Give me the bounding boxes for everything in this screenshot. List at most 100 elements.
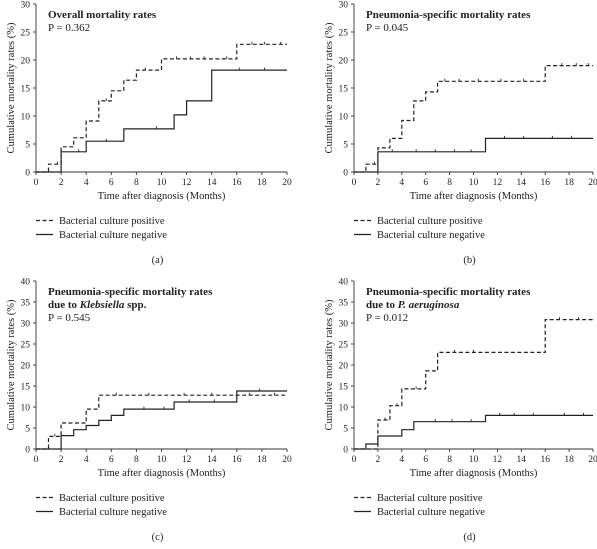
p-value: P = 0.012 (366, 312, 408, 324)
y-axis-title: Cumulative mortality rates (%) (6, 299, 17, 430)
panel-caption: (d) (463, 532, 476, 543)
panel-caption: (a) (152, 255, 164, 266)
x-tick-label: 0 (34, 178, 39, 188)
x-tick-label: 4 (399, 178, 404, 188)
title-text: due to (366, 299, 398, 311)
y-tick-label: 10 (21, 112, 31, 122)
x-tick-label: 12 (182, 178, 192, 188)
x-tick-label: 10 (157, 455, 167, 465)
title-organism: Klebsiella (79, 299, 125, 311)
y-tick-label: 15 (21, 382, 31, 392)
y-tick-label: 25 (339, 340, 349, 350)
y-axis-title: Cumulative mortality rates (%) (324, 22, 335, 153)
y-tick-label: 5 (25, 424, 30, 434)
x-tick-label: 4 (84, 178, 89, 188)
x-tick-label: 20 (588, 178, 597, 188)
y-tick-label: 5 (25, 140, 30, 150)
series-line-positive (354, 65, 593, 173)
y-tick-label: 0 (343, 168, 348, 178)
x-tick-label: 14 (207, 455, 217, 465)
y-tick-label: 15 (339, 84, 349, 94)
x-tick-label: 2 (59, 178, 64, 188)
y-tick-label: 30 (21, 0, 31, 10)
p-value: P = 0.545 (48, 312, 91, 324)
y-axis-title: Cumulative mortality rates (%) (324, 299, 335, 430)
x-tick-label: 8 (134, 178, 139, 188)
x-tick-label: 18 (257, 455, 267, 465)
x-tick-label: 18 (564, 455, 574, 465)
x-tick-label: 8 (447, 455, 452, 465)
y-tick-label: 10 (339, 403, 349, 413)
series-line-negative (36, 390, 287, 450)
legend-label-positive: Bacterial culture positive (377, 216, 483, 227)
y-tick-label: 5 (343, 140, 348, 150)
x-tick-label: 10 (157, 178, 167, 188)
legend-label-negative: Bacterial culture negative (59, 507, 167, 518)
x-tick-label: 4 (84, 455, 89, 465)
y-tick-label: 5 (343, 424, 348, 434)
y-tick-label: 40 (339, 277, 349, 287)
x-tick-label: 8 (447, 178, 452, 188)
panel-caption: (c) (152, 532, 164, 543)
x-tick-label: 14 (517, 178, 527, 188)
series-line-positive (354, 319, 593, 450)
y-axis-title: Cumulative mortality rates (%) (6, 22, 17, 153)
y-tick-label: 20 (21, 56, 31, 66)
x-tick-label: 18 (257, 178, 267, 188)
x-axis-title: Time after diagnosis (Months) (98, 191, 226, 202)
y-tick-label: 30 (21, 319, 31, 329)
y-tick-label: 25 (21, 28, 31, 38)
series-line-negative (354, 137, 593, 173)
panel-title: due to Klebsiella spp. (48, 299, 147, 311)
y-tick-label: 20 (21, 361, 31, 371)
legend-label-negative: Bacterial culture negative (377, 230, 485, 241)
x-tick-label: 16 (540, 455, 550, 465)
legend-label-positive: Bacterial culture positive (377, 493, 483, 504)
x-tick-label: 14 (517, 455, 527, 465)
panel-title: Pneumonia-specific mortality rates (48, 286, 213, 298)
x-tick-label: 0 (352, 455, 357, 465)
panel-title: Overall mortality rates (48, 9, 157, 21)
x-tick-label: 6 (109, 178, 114, 188)
p-value: P = 0.045 (366, 22, 409, 34)
legend-label-positive: Bacterial culture positive (59, 493, 165, 504)
x-tick-label: 10 (469, 178, 479, 188)
x-tick-label: 14 (207, 178, 217, 188)
x-tick-label: 4 (399, 455, 404, 465)
title-text: due to (48, 299, 80, 311)
panel-title: due to P. aeruginosa (366, 299, 460, 311)
x-tick-label: 20 (588, 455, 597, 465)
x-tick-label: 12 (493, 455, 503, 465)
x-tick-label: 10 (469, 455, 479, 465)
y-tick-label: 15 (21, 84, 31, 94)
y-tick-label: 0 (343, 445, 348, 455)
x-tick-label: 2 (59, 455, 64, 465)
x-tick-label: 16 (540, 178, 550, 188)
y-tick-label: 10 (21, 403, 31, 413)
x-tick-label: 8 (134, 455, 139, 465)
panel-title: Pneumonia-specific mortality rates (366, 9, 531, 21)
y-tick-label: 20 (339, 361, 349, 371)
series-line-positive (36, 394, 287, 450)
legend-label-positive: Bacterial culture positive (59, 216, 165, 227)
panel-d: 0 5 10 15 20 25 30 35 40 0 2 4 6 8 10 12 14 16 18 20 Time af… (324, 277, 597, 543)
x-tick-label: 6 (423, 455, 428, 465)
x-tick-label: 20 (282, 455, 292, 465)
y-tick-label: 0 (25, 168, 30, 178)
y-tick-label: 35 (21, 298, 31, 308)
x-axis-title: Time after diagnosis (Months) (410, 191, 538, 202)
panel-title: Pneumonia-specific mortality rates (366, 286, 531, 298)
panel-a: 0 5 10 15 20 25 30 0 2 4 6 8 10 12 14 16 18 20 Time after … (6, 0, 292, 266)
y-tick-label: 25 (21, 340, 31, 350)
y-tick-label: 20 (339, 56, 349, 66)
x-tick-label: 2 (376, 178, 381, 188)
title-text: spp. (124, 299, 146, 311)
series-line-negative (36, 69, 287, 173)
x-tick-label: 18 (564, 178, 574, 188)
x-tick-label: 0 (34, 455, 39, 465)
x-tick-label: 6 (109, 455, 114, 465)
x-tick-label: 16 (232, 455, 242, 465)
legend-label-negative: Bacterial culture negative (377, 507, 485, 518)
y-tick-label: 30 (339, 0, 349, 10)
